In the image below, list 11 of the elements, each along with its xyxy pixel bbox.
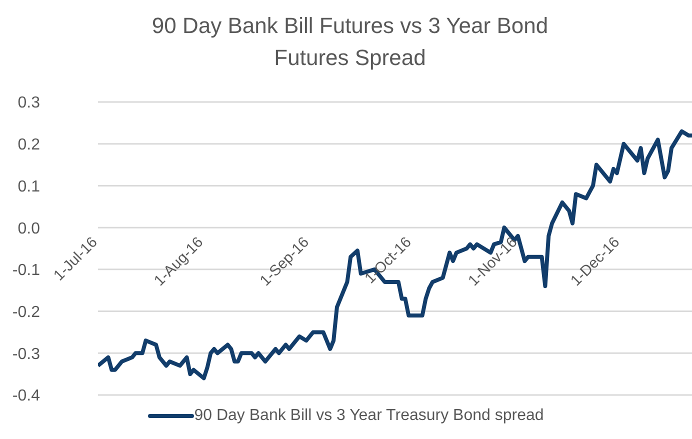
y-tick-label: -0.3 bbox=[12, 346, 40, 363]
y-tick-label: 0.2 bbox=[18, 136, 40, 154]
y-tick-label: -0.2 bbox=[12, 304, 40, 321]
legend-label: 90 Day Bank Bill vs 3 Year Treasury Bond spread bbox=[194, 407, 544, 425]
y-tick-label: 0.1 bbox=[18, 178, 40, 196]
y-tick-label: -0.4 bbox=[12, 388, 40, 405]
y-tick-label: 0.3 bbox=[18, 94, 40, 112]
chart-title: 90 Day Bank Bill Futures vs 3 Year Bond Futures Spread bbox=[150, 12, 550, 72]
y-tick-label: -0.1 bbox=[12, 262, 40, 280]
y-tick-label: 0.0 bbox=[18, 220, 40, 238]
line-series bbox=[98, 129, 692, 380]
